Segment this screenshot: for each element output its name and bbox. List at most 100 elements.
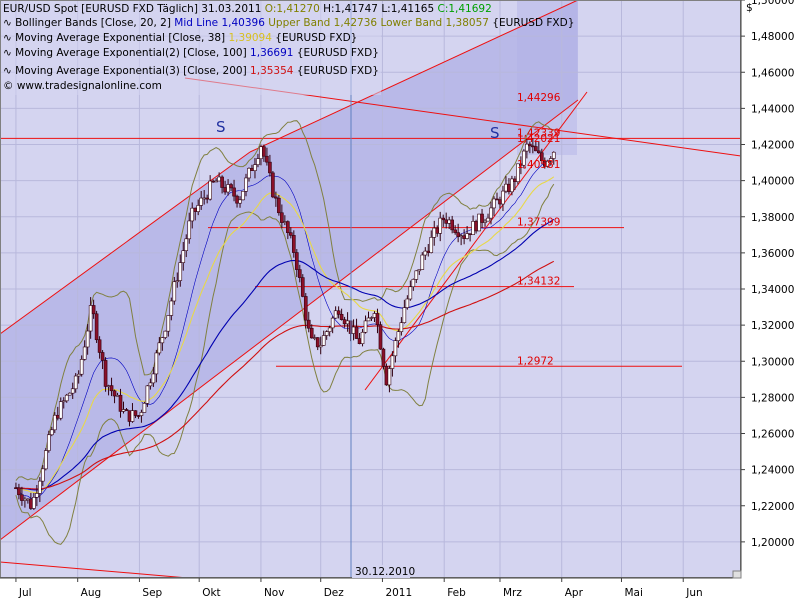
candle-body: [14, 487, 18, 489]
candle-body: [35, 493, 39, 498]
candle-body: [465, 233, 469, 239]
candle-body: [199, 197, 203, 206]
x-tick-label: Apr: [565, 587, 584, 599]
candle-body: [32, 497, 36, 509]
level-label: 1,34132: [517, 276, 560, 288]
candle-body: [387, 368, 392, 386]
bollinger-instrument: {EURUSD FXD}: [492, 17, 574, 29]
candle-body: [133, 410, 138, 416]
candle-body: [426, 250, 431, 253]
y-tick-label: 1,46000: [751, 67, 794, 79]
y-tick-label: 1,32000: [751, 320, 794, 332]
scroll-corner-grip[interactable]: [732, 570, 742, 579]
candle-body: [453, 229, 457, 233]
candle-body: [375, 313, 380, 325]
candle-body: [277, 197, 281, 214]
candle-body: [468, 233, 472, 235]
candle-body: [94, 313, 99, 341]
candle-body: [214, 180, 218, 183]
candle-body: [516, 163, 520, 182]
candle-body: [20, 494, 24, 501]
candle-body: [396, 331, 401, 342]
ema200-value: 1,35354: [250, 65, 294, 77]
x-tick-label: Aug: [81, 587, 102, 599]
candle-body: [480, 213, 484, 223]
candle-body: [29, 498, 33, 509]
candle-body: [510, 178, 514, 193]
candle-body: [118, 394, 123, 412]
open-value: O:1,41270: [265, 3, 320, 15]
x-axis: Jul Aug Sep Okt Nov Dez 2011 Feb Mrz Apr Mai Jun: [15, 578, 703, 599]
y-tick-label: 1,42000: [751, 140, 794, 152]
candle-body: [52, 414, 57, 431]
candle-body: [369, 317, 374, 319]
legend-line-instrument: EUR/USD Spot [EURUSD FXD Täglich] 31.03.…: [3, 3, 492, 15]
candle-body: [477, 213, 481, 232]
candle-body: [280, 212, 284, 223]
ema200-label: Moving Average Exponential(3) [Close, 20…: [15, 65, 247, 77]
candle-body: [289, 232, 293, 236]
candle-body: [318, 345, 323, 348]
bollinger-mid: Mid Line 1,40396: [174, 17, 265, 29]
y-tick-label: 1,36000: [751, 248, 794, 260]
x-tick-label: Mai: [624, 587, 642, 599]
candle-body: [259, 146, 263, 159]
candles: [14, 138, 556, 511]
legend-backdrop: [1, 1, 381, 95]
bottom-trendline: [0, 561, 189, 578]
candle-body: [196, 205, 200, 212]
candle-body: [61, 400, 66, 403]
candle-body: [537, 150, 541, 154]
y-axis-unit: $: [746, 2, 753, 14]
y-axis-area: [741, 0, 800, 578]
candle-body: [333, 310, 338, 319]
candle-body: [336, 310, 341, 315]
candle-body: [447, 219, 451, 224]
candle-body: [145, 385, 150, 404]
ema100-instrument: {EURUSD FXD}: [297, 47, 379, 59]
y-tick-label: 1,22000: [751, 501, 794, 513]
ema100-label: Moving Average Exponential(2) [Close, 10…: [15, 47, 247, 59]
level-label: 1,42021: [517, 133, 560, 145]
instrument-title: EUR/USD Spot [EURUSD FXD Täglich] 31.03.…: [3, 3, 261, 15]
candle-body: [106, 385, 111, 387]
candle-body: [112, 390, 117, 397]
candle-body: [190, 207, 195, 222]
candle-body: [354, 326, 359, 339]
candle-body: [309, 327, 314, 339]
x-tick-label: Sep: [142, 587, 162, 599]
bollinger-upper-band: [15, 120, 554, 481]
candle-body: [548, 158, 553, 162]
candle-body: [247, 167, 251, 179]
candle-body: [495, 198, 499, 201]
left-shoulder-label: S: [216, 118, 226, 136]
candle-body: [70, 388, 75, 394]
candle-body: [268, 161, 272, 174]
x-tick-label: Feb: [447, 587, 466, 599]
candle-body: [315, 337, 320, 348]
candle-body: [283, 221, 287, 223]
candle-body: [23, 498, 27, 501]
candle-body: [444, 219, 448, 224]
candle-body: [414, 270, 419, 280]
level-label: 1,37399: [517, 217, 560, 229]
copyright-text: © www.tradesignalonline.com: [3, 80, 162, 92]
x-tick-label: Nov: [264, 587, 285, 599]
cursor-date-box: [352, 565, 410, 578]
candle-body: [217, 176, 221, 182]
candle-body: [76, 373, 81, 377]
candle-body: [271, 172, 275, 198]
y-tick-label: 1,38000: [751, 212, 794, 224]
candle-body: [97, 339, 102, 353]
y-tick-label: 1,48000: [751, 31, 794, 43]
candle-body: [250, 167, 254, 171]
indicator-icon: ∿: [3, 47, 12, 59]
candle-body: [64, 394, 69, 402]
candle-body: [55, 414, 60, 419]
candle-body: [154, 352, 159, 375]
candle-body: [486, 217, 490, 222]
candle-body: [286, 221, 290, 233]
candle-body: [435, 227, 440, 234]
bollinger-lower: Lower Band 1,38057: [380, 17, 489, 29]
